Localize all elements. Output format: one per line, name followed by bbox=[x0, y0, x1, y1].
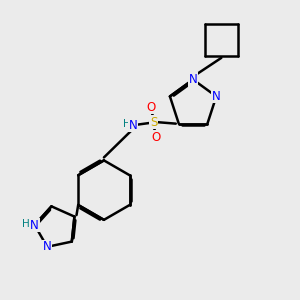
Text: O: O bbox=[151, 130, 160, 143]
Text: N: N bbox=[129, 118, 138, 132]
Text: N: N bbox=[189, 73, 197, 86]
Text: N: N bbox=[30, 218, 39, 232]
Text: O: O bbox=[146, 101, 156, 114]
Text: H: H bbox=[123, 118, 130, 129]
Text: S: S bbox=[150, 116, 157, 129]
Text: H: H bbox=[22, 219, 30, 229]
Text: N: N bbox=[212, 90, 221, 103]
Text: N: N bbox=[43, 240, 52, 253]
